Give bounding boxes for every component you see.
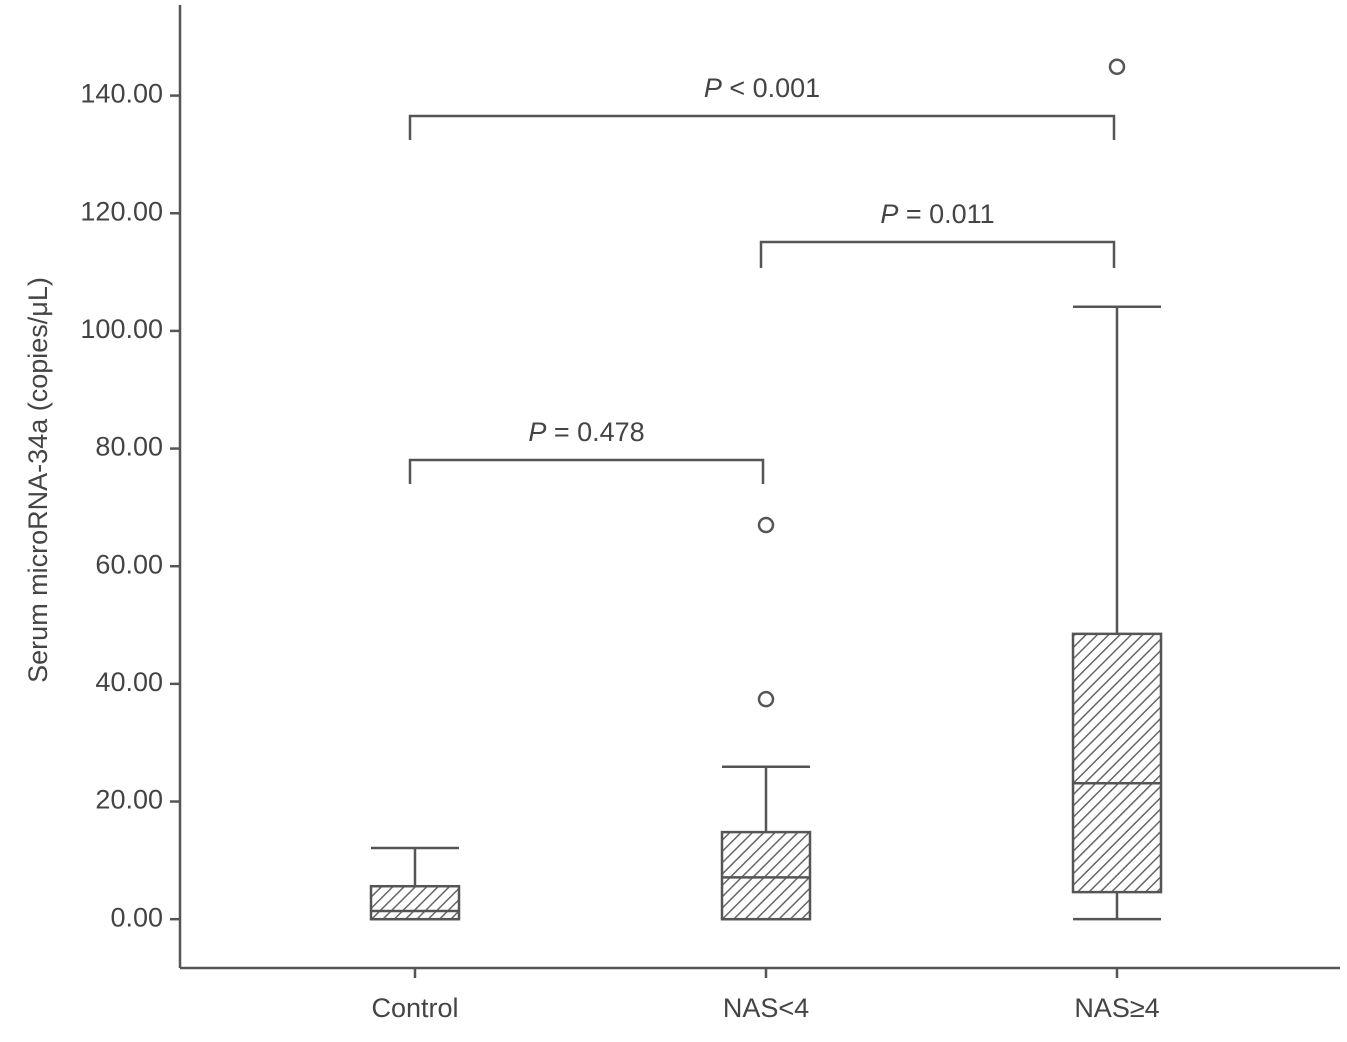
y-tick-label: 140.00 — [80, 79, 163, 109]
x-tick-label: Control — [371, 993, 458, 1023]
significance-bracket — [759, 240, 1116, 268]
p-value: P = 0.478 — [528, 417, 644, 447]
y-tick-label: 20.00 — [95, 785, 163, 815]
y-tick-label: 60.00 — [95, 549, 163, 579]
y-tick-label: 80.00 — [95, 432, 163, 462]
box — [1071, 632, 1163, 894]
x-tick-label: NAS<4 — [723, 993, 809, 1023]
y-tick-label: 120.00 — [80, 196, 163, 226]
p-value: P < 0.001 — [704, 73, 820, 103]
outlier — [757, 516, 775, 534]
box — [720, 830, 812, 921]
y-tick-label: 100.00 — [80, 314, 163, 344]
y-tick-label: 40.00 — [95, 667, 163, 697]
significance-bracket — [408, 458, 765, 484]
significance-bracket — [408, 114, 1116, 140]
outlier — [757, 690, 775, 708]
outlier — [1108, 58, 1126, 76]
p-value: P = 0.011 — [880, 199, 994, 229]
y-tick-label: 0.00 — [110, 902, 163, 932]
x-tick-label: NAS≥4 — [1074, 993, 1159, 1023]
box — [369, 884, 461, 921]
y-axis-label: Serum microRNA-34a (copies/μL) — [23, 277, 53, 683]
